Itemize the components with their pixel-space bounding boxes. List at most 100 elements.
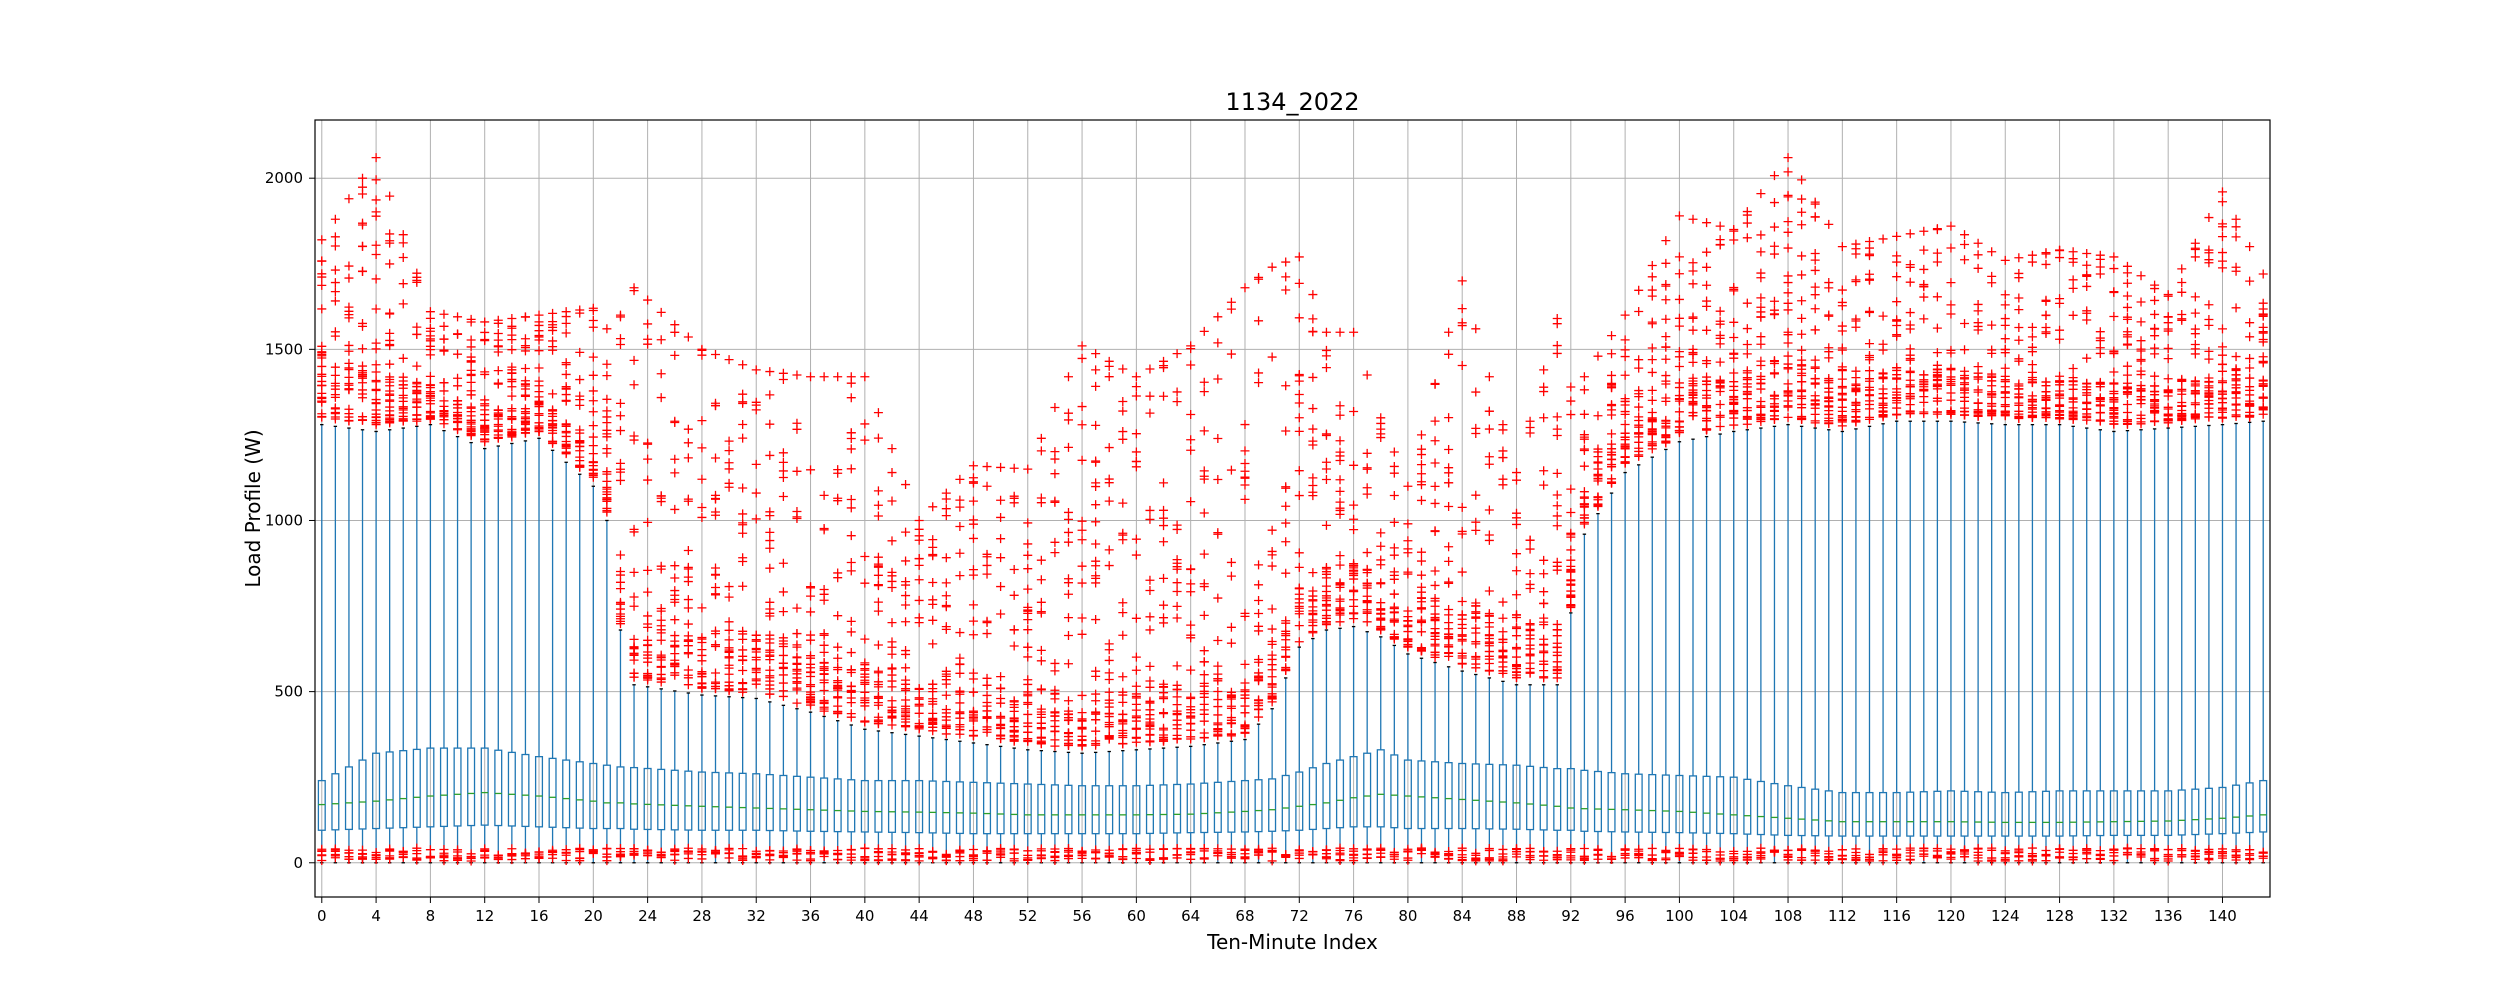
outlier-marker (846, 667, 856, 677)
outlier-marker (1308, 610, 1318, 620)
outlier-marker (1267, 693, 1277, 703)
outlier-marker (1036, 656, 1046, 666)
outlier-marker (1294, 637, 1304, 647)
outlier-marker (602, 844, 612, 854)
outlier-marker (670, 504, 680, 514)
outlier-marker (833, 683, 843, 693)
box-70 (1268, 708, 1277, 864)
outlier-marker (412, 322, 422, 332)
outlier-marker (1362, 548, 1372, 558)
outlier-marker (711, 570, 721, 580)
outlier-marker (1403, 844, 1413, 854)
outlier-marker (846, 372, 856, 382)
outlier-marker (1145, 408, 1155, 418)
outlier-marker (1294, 603, 1304, 613)
outlier-marker (1091, 708, 1101, 718)
outlier-marker (1104, 545, 1114, 555)
outlier-marker (1634, 392, 1644, 402)
outlier-marker (398, 353, 408, 363)
box-22 (616, 629, 625, 864)
outlier-marker (1688, 844, 1698, 854)
outlier-marker (1036, 645, 1046, 655)
outlier-marker (1444, 629, 1454, 639)
outlier-marker (846, 444, 856, 454)
outlier-marker (1471, 490, 1481, 500)
outlier-marker (330, 327, 340, 337)
box-81 (1417, 657, 1426, 864)
outlier-marker (683, 577, 693, 587)
outlier-marker (1213, 661, 1223, 671)
outlier-marker (1539, 365, 1549, 375)
outlier-marker (1674, 313, 1684, 323)
outlier-marker (1742, 324, 1752, 334)
outlier-marker (1851, 314, 1861, 324)
outlier-marker (1091, 739, 1101, 749)
outlier-marker (1579, 385, 1589, 395)
outlier-marker (1702, 218, 1712, 228)
outlier-marker (1199, 670, 1209, 680)
outlier-marker (1810, 325, 1820, 335)
outlier-marker (670, 320, 680, 330)
outlier-marker (846, 433, 856, 443)
iqr-box (1431, 761, 1440, 830)
outlier-marker (738, 360, 748, 370)
outlier-marker (656, 650, 666, 660)
outlier-marker (1308, 440, 1318, 450)
outlier-marker (344, 194, 354, 204)
outlier-marker (1430, 526, 1440, 536)
outlier-marker (1769, 198, 1779, 208)
outlier-marker (602, 476, 612, 486)
outlier-marker (1525, 535, 1535, 545)
outlier-marker (1145, 586, 1155, 596)
outlier-marker (1172, 387, 1182, 397)
outlier-marker (1769, 305, 1779, 315)
outlier-marker (1688, 258, 1698, 268)
box-99 (1661, 448, 1670, 864)
outlier-marker (1729, 284, 1739, 294)
outlier-marker (833, 846, 843, 856)
outlier-marker (928, 542, 938, 552)
outlier-marker (1579, 461, 1589, 471)
outlier-marker (425, 336, 435, 346)
outlier-marker (1851, 386, 1861, 396)
outlier-marker (330, 392, 340, 402)
outlier-marker (1118, 396, 1128, 406)
outlier-marker (901, 848, 911, 858)
outlier-marker (928, 502, 938, 512)
outlier-marker (520, 854, 530, 864)
outlier-marker (629, 567, 639, 577)
outlier-marker (520, 423, 530, 433)
outlier-marker (1267, 846, 1277, 856)
outlier-marker (520, 376, 530, 386)
outlier-marker (1498, 627, 1508, 637)
iqr-box (1227, 780, 1236, 833)
outlier-marker (1389, 634, 1399, 644)
outlier-marker (615, 310, 625, 320)
outlier-marker (534, 363, 544, 373)
outlier-marker (1457, 360, 1467, 370)
outlier-marker (466, 314, 476, 324)
outlier-marker (1851, 239, 1861, 249)
outlier-marker (1674, 252, 1684, 262)
box-79 (1390, 644, 1399, 864)
outlier-marker (1661, 845, 1671, 855)
outlier-marker (1226, 465, 1236, 475)
outlier-marker (778, 473, 788, 483)
outlier-marker (1281, 518, 1291, 528)
outlier-marker (778, 457, 788, 467)
outlier-marker (1620, 394, 1630, 404)
outlier-marker (1674, 352, 1684, 362)
box-126 (2028, 423, 2037, 864)
outlier-marker (1783, 153, 1793, 163)
outlier-marker (792, 642, 802, 652)
outlier-marker (955, 571, 965, 581)
outlier-marker (846, 503, 856, 513)
outlier-marker (317, 388, 327, 398)
outlier-marker (1892, 410, 1902, 420)
box-46 (942, 738, 951, 864)
outlier-marker (1213, 718, 1223, 728)
iqr-box (1661, 774, 1670, 834)
outlier-marker (1172, 601, 1182, 611)
iqr-box (996, 782, 1005, 835)
outlier-marker (1566, 532, 1576, 542)
